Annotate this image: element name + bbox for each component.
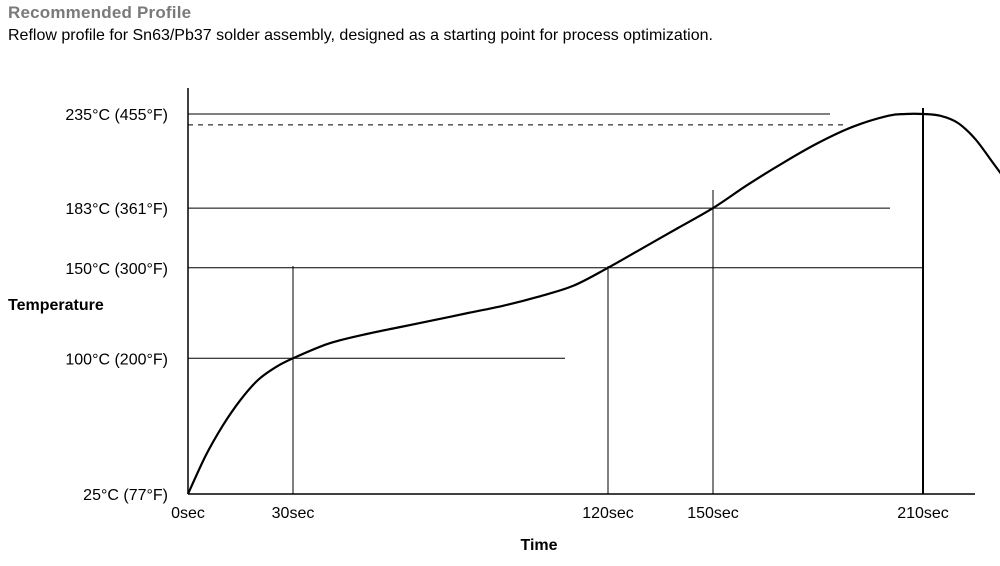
x-tick-label-210: 210sec [897, 505, 949, 522]
x-tick-label-120: 120sec [582, 505, 634, 522]
profile-curve [187, 112, 1000, 495]
x-tick-labels: 0sec30sec120sec150sec210sec240sec [171, 505, 949, 522]
y-tick-label-183: 183°C (361°F) [65, 201, 168, 218]
profile-curve-layer [187, 112, 1000, 495]
y-axis-label: Temperature [8, 297, 104, 314]
y-tick-label-150: 150°C (300°F) [65, 261, 168, 278]
page-subtitle: Reflow profile for Sn63/Pb37 solder asse… [8, 27, 713, 44]
guide-lines [188, 108, 924, 494]
y-tick-labels: 25°C (77°F) 100°C (200°F) 150°C (300°F) 183… [65, 107, 168, 504]
page-title: Recommended Profile [8, 3, 192, 22]
y-tick-label-235: 235°C (455°F) [65, 107, 168, 124]
x-axis-label: Time [520, 537, 557, 554]
x-tick-label-30: 30sec [272, 505, 315, 522]
y-tick-label-100: 100°C (200°F) [65, 351, 168, 368]
x-tick-label-0: 0sec [171, 505, 205, 522]
chart-axes [187, 88, 975, 495]
y-tick-label-25: 25°C (77°F) [83, 487, 168, 504]
x-tick-label-150: 150sec [687, 505, 739, 522]
